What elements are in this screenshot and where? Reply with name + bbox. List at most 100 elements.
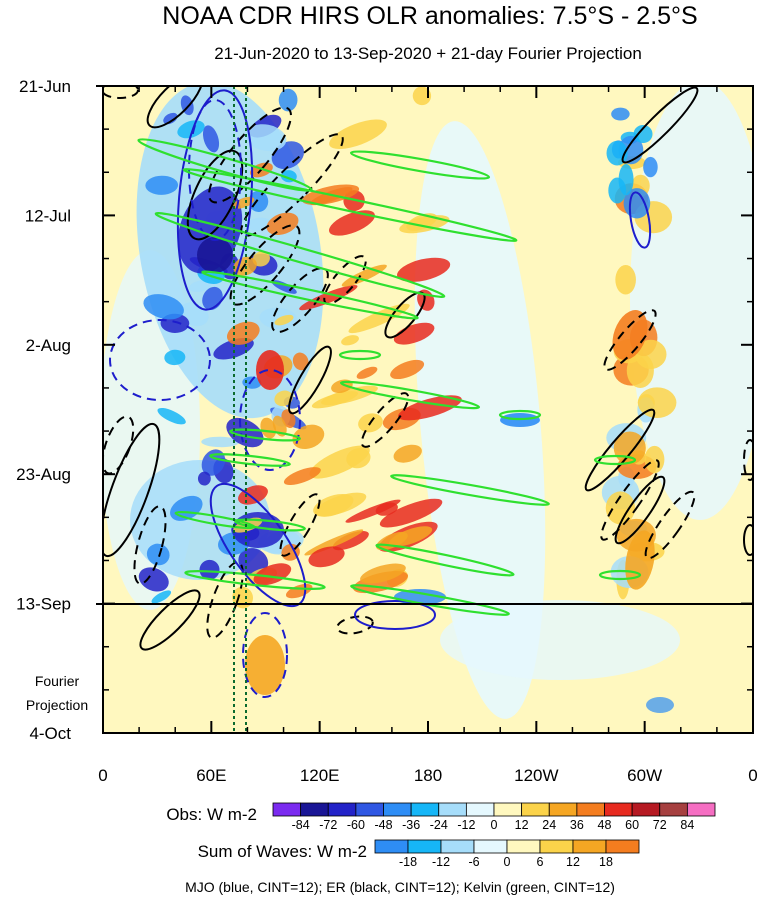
anomaly-patch	[242, 376, 262, 389]
wave-contour	[600, 459, 660, 541]
plot-area	[103, 86, 753, 733]
anomaly-patch	[311, 391, 358, 409]
wave-contour	[390, 474, 550, 506]
colorbar-level-label: 72	[653, 818, 667, 832]
colorbar-swatch	[506, 839, 541, 854]
colorbar-level-label: 6	[537, 855, 544, 869]
wave-contour	[338, 349, 382, 361]
wave-contour	[239, 369, 301, 471]
wave-contour	[628, 191, 652, 249]
colorbar-level-label: -12	[457, 818, 475, 832]
anomaly-patch	[197, 237, 233, 273]
x-axis: 0 60E 120E 180 120W 60W 0	[98, 86, 758, 785]
anomaly-patch	[252, 251, 270, 267]
anomaly-patch	[440, 600, 680, 680]
wave-contour	[743, 524, 753, 556]
colorbar-level-label: 12	[515, 818, 529, 832]
wave-contour	[743, 439, 753, 481]
wave-contour	[336, 615, 374, 635]
colorbar-swatch	[576, 802, 605, 817]
x-tick-label: 0	[748, 766, 757, 785]
wave-contour	[288, 345, 332, 415]
colorbar-level-label: 0	[491, 818, 498, 832]
wave-contour	[339, 380, 481, 410]
wave-contour	[208, 106, 292, 204]
colorbar-swatch	[327, 802, 357, 817]
anomaly-patch	[189, 280, 212, 293]
anomaly-patch	[226, 417, 264, 448]
anomaly-patch	[164, 349, 186, 366]
anomaly-patch	[399, 215, 450, 234]
colorbar-swatch	[407, 839, 442, 854]
anomaly-patch	[635, 339, 667, 369]
wave-contour	[603, 309, 657, 371]
anomaly-patch	[329, 119, 387, 150]
wave-contour	[229, 224, 301, 306]
wave-contour	[146, 86, 204, 129]
anomaly-patch	[199, 559, 220, 580]
chart-subtitle: 21-Jun-2020 to 13-Sep-2020 + 21-day Four…	[214, 44, 642, 63]
colorbar-swatch	[686, 802, 716, 817]
anomaly-patch	[414, 121, 546, 719]
anomaly-patch	[605, 491, 636, 525]
wave-contour	[209, 453, 291, 467]
anomaly-patch	[274, 390, 293, 407]
colorbar-level-label: 36	[570, 818, 584, 832]
anomaly-patch	[315, 492, 367, 517]
colorbar-swatch	[605, 839, 640, 854]
anomaly-patch	[157, 407, 186, 425]
colorbar-level-label: 12	[566, 855, 580, 869]
y-tick-label: 21-Jun	[19, 77, 71, 96]
anomaly-patch	[278, 88, 298, 112]
wave-contour	[598, 569, 642, 581]
anomaly-patch	[145, 175, 179, 195]
wave-contour	[279, 493, 321, 557]
waves-colorbar: -18 -12 -6 0 6 12 18	[374, 839, 640, 869]
colorbar-level-label: 24	[542, 818, 556, 832]
colorbar-level-label: 84	[680, 818, 694, 832]
x-tick-label: 0	[98, 766, 107, 785]
colorbar-swatch	[521, 802, 550, 817]
wave-contour	[154, 212, 446, 298]
wave-contour	[354, 600, 436, 630]
x-tick-label: 60E	[196, 766, 226, 785]
anomaly-patch	[393, 322, 435, 345]
anomaly-patch	[292, 424, 325, 450]
wave-contour	[201, 270, 419, 320]
colorbar-level-label: 60	[625, 818, 639, 832]
anomaly-patch	[612, 309, 648, 361]
wave-contour	[375, 543, 515, 577]
wave-contour	[271, 267, 329, 333]
colorbar-swatch	[572, 839, 607, 854]
colorbar-swatch	[374, 839, 409, 854]
anomaly-patch	[245, 635, 285, 695]
colorbar-swatch	[604, 802, 633, 817]
contour-legend: MJO (blue, CINT=12); ER (black, CINT=12)…	[185, 879, 615, 895]
colorbar-swatch	[473, 839, 508, 854]
anomaly-patch	[412, 86, 432, 106]
colorbar-level-label: 48	[598, 818, 612, 832]
chart-title: NOAA CDR HIRS OLR anomalies: 7.5°S - 2.5…	[162, 2, 697, 30]
wave-contour	[133, 505, 167, 585]
wave-contour	[176, 89, 254, 311]
anomaly-patch	[393, 444, 422, 463]
waves-colorbar-title: Sum of Waves: W m-2	[198, 842, 367, 861]
anomaly-patch	[379, 498, 443, 528]
wave-contour	[186, 149, 244, 241]
wave-contour	[498, 409, 542, 421]
colorbar-swatch	[493, 802, 523, 817]
x-tick-label: 60W	[627, 766, 662, 785]
anomaly-patch	[611, 107, 630, 121]
anomaly-patch	[226, 321, 260, 345]
anomaly-patch	[202, 125, 220, 153]
projection-label-line1: Fourier	[35, 673, 80, 689]
wave-contour	[644, 490, 696, 560]
anomaly-patch	[283, 467, 321, 486]
wave-contour	[614, 475, 666, 545]
colorbar-swatch	[410, 802, 440, 817]
anomaly-patch	[177, 120, 205, 139]
anomaly-patch	[329, 210, 375, 236]
anomaly-patch	[201, 436, 240, 448]
anomaly-patch	[260, 417, 277, 439]
